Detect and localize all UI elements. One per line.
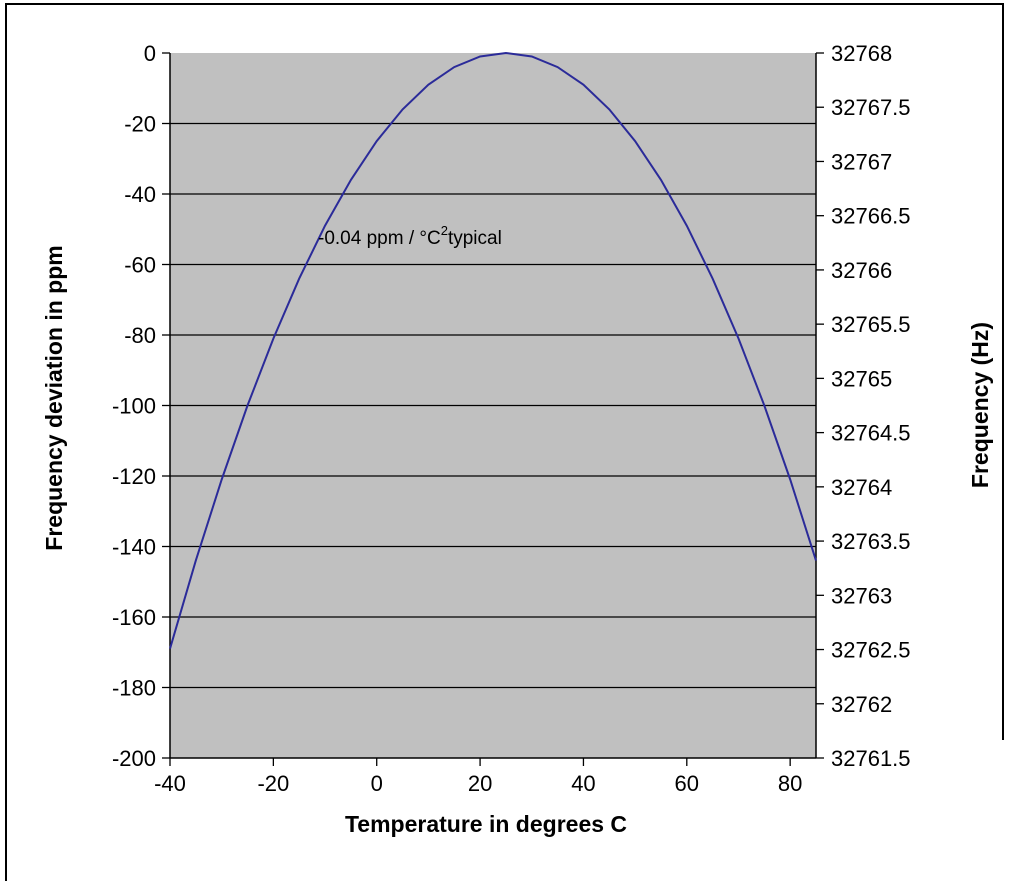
right-tick-label: 32767	[831, 149, 892, 174]
left-tick-label: -180	[112, 676, 156, 701]
right-tick-label: 32768	[831, 41, 892, 66]
left-tick-label: -20	[124, 112, 156, 137]
right-tick-label: 32763.5	[831, 529, 911, 554]
left-tick-label: -120	[112, 464, 156, 489]
right-tick-label: 32764.5	[831, 421, 911, 446]
bottom-axis-ticks: -40 -20 0 20 40 60 80	[154, 758, 802, 796]
left-tick-label: -100	[112, 394, 156, 419]
bottom-tick-label: -20	[257, 771, 289, 796]
gridlines	[170, 122, 816, 689]
bottom-tick-label: 60	[675, 771, 699, 796]
right-axis-ticks: 32768 32767.5 32767 32766.5 32766 32765.5 3276…	[816, 41, 911, 771]
annotation-coefficient: -0.04 ppm / °C2typical	[318, 223, 502, 249]
right-tick-label: 32763	[831, 583, 892, 608]
series-line	[169, 51, 817, 649]
left-tick-label: -60	[124, 253, 156, 278]
annotation-main: -0.04 ppm / °C	[318, 228, 441, 249]
left-tick-label: -140	[112, 535, 156, 560]
bottom-tick-label: 0	[371, 771, 383, 796]
y-axis-title: Frequency deviation in ppm	[41, 245, 67, 550]
left-tick-label: 0	[144, 41, 156, 66]
bottom-tick-label: -40	[154, 771, 186, 796]
left-tick-label: -80	[124, 323, 156, 348]
left-axis-ticks: 0 -20 -40 -60 -80 -100 -120 -140 -160 -180 -200	[112, 41, 170, 771]
bottom-tick-label: 20	[468, 771, 492, 796]
right-tick-label: 32766	[831, 258, 892, 283]
bottom-tick-label: 40	[571, 771, 595, 796]
right-tick-label: 32765.5	[831, 312, 911, 337]
right-tick-label: 32766.5	[831, 204, 911, 229]
annotation-suffix: typical	[448, 228, 502, 249]
chart-border	[5, 3, 1004, 881]
y2-axis-title: Frequency (Hz)	[967, 322, 993, 488]
left-tick-label: -200	[112, 746, 156, 771]
right-tick-label: 32762.5	[831, 638, 911, 663]
left-tick-label: -160	[112, 605, 156, 630]
right-tick-label: 32764	[831, 475, 892, 500]
x-axis-title: Temperature in degrees C	[345, 811, 627, 837]
left-tick-label: -40	[124, 182, 156, 207]
right-tick-label: 32767.5	[831, 95, 911, 120]
right-tick-label: 32765	[831, 366, 892, 391]
right-tick-label: 32762	[831, 692, 892, 717]
right-tick-label: 32761.5	[831, 746, 911, 771]
annotation-superscript: 2	[441, 223, 448, 238]
bottom-tick-label: 80	[778, 771, 802, 796]
